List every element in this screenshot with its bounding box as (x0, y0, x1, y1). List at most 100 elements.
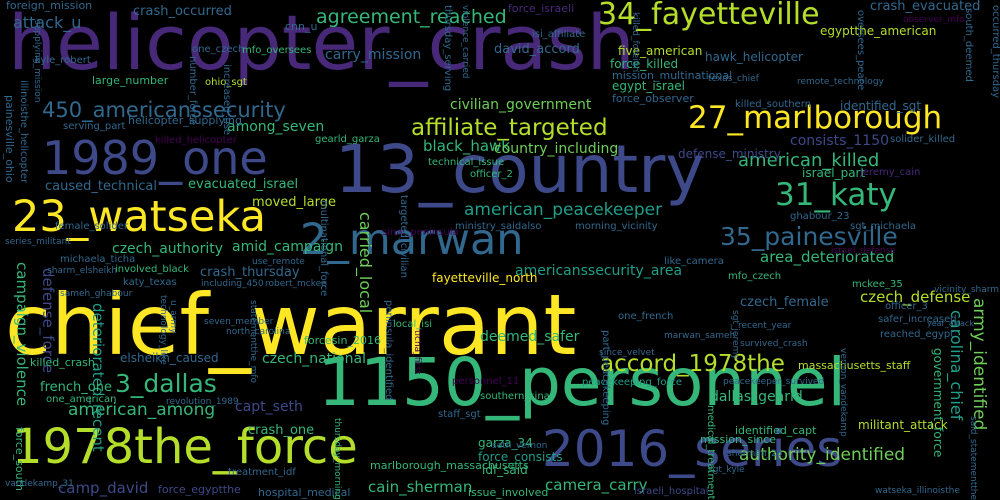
cloud-word: force_observer (612, 92, 694, 105)
cloud-word: crash_one (248, 423, 315, 438)
cloud-word: ghabour_23 (790, 211, 850, 222)
cloud-word: evacuated_israel (188, 177, 299, 192)
cloud-word: 2016_series (542, 420, 843, 478)
cloud-word: americanssecurity_area (515, 263, 683, 279)
cloud-word: czech_authority (112, 241, 224, 257)
cloud-word: revolution_1989 (166, 397, 239, 407)
cloud-word: south_deemed (963, 8, 974, 82)
cloud-word: technology_like (158, 295, 168, 365)
cloud-word: safer_increased (878, 314, 957, 325)
cloud-word: sgt_jeremy (730, 310, 740, 360)
cloud-word: vicinity_sharm (934, 285, 1000, 295)
cloud-word: defense_force (39, 268, 57, 374)
cloud-word: ohio_sgt (205, 77, 247, 88)
cloud-word: increased_use (221, 64, 232, 136)
cloud-word: identified_capt (735, 424, 817, 437)
cloud-word: use_remote (252, 257, 305, 267)
cloud-word: five_american (618, 44, 703, 58)
cloud-word: solider_killed (890, 134, 956, 145)
cloud-word: sharm_elsheikh (47, 266, 118, 276)
cloud-word: david_accord (494, 42, 580, 57)
cloud-word: observer_mfo (903, 15, 965, 25)
cloud-word: year_attack (927, 319, 974, 328)
cloud-word: series_militant (5, 237, 71, 247)
cloud-word: recent_year (738, 321, 792, 331)
cloud-word: army_identified (969, 298, 989, 431)
cloud-word: force_israeli (508, 2, 575, 15)
cloud-word: campaign_violence (13, 262, 31, 407)
cloud-word: 27_marlborough (688, 100, 943, 136)
cloud-word: serving_part (63, 121, 126, 132)
cloud-word: force_consists (478, 450, 563, 464)
cloud-word: consists_1150 (790, 133, 890, 149)
cloud-word: kyle_robert (35, 55, 91, 66)
cloud-word: seth_vernon (492, 441, 548, 451)
cloud-word: 2_marwan (300, 215, 524, 265)
cloud-word: carolina_chief (947, 310, 966, 421)
cloud-word: 450_americanssecurity (42, 98, 286, 122)
cloud-word: large_number (92, 74, 169, 87)
cloud-word: black_hawk (423, 137, 510, 155)
cloud-word: remote_technology (797, 77, 884, 87)
cloud-word: american_among (68, 400, 216, 420)
cloud-word: czech_national (262, 351, 366, 367)
cloud-word: like_camera (664, 256, 724, 267)
cloud-word: treatment_idf (228, 467, 296, 478)
cloud-word: affiliate_targeted (411, 115, 608, 141)
cloud-word: among_seven (227, 119, 325, 135)
cloud-word: helicopter_crash (8, 0, 635, 87)
cloud-word: watseka_illinoisthe (875, 486, 960, 496)
cloud-word: agreement_reached (316, 6, 507, 28)
cloud-word: mfo_oversees (242, 45, 312, 56)
cloud-word: 1150_personnel (318, 344, 846, 421)
cloud-word: hospital_medical (258, 486, 351, 499)
cloud-word: vandekamp_31 (5, 479, 74, 489)
cloud-word: israel_part (802, 166, 866, 180)
cloud-word: 34_fayetteville (598, 0, 820, 32)
cloud-word: sgt_kyle (708, 465, 745, 475)
cloud-word: including_450 (201, 279, 264, 289)
cloud-word: multinational_force (318, 200, 329, 297)
cloud-word: garza_34 (478, 436, 533, 450)
cloud-word: marlborough_massachusetts (370, 459, 529, 472)
cloud-word: since_velvet (599, 348, 655, 358)
cloud-word: american_peacekeeper (464, 200, 663, 220)
cloud-word: crash_evacuated (870, 0, 981, 14)
cloud-word: egyptthe_american (820, 24, 937, 38)
cloud-word: amid_campaign (232, 239, 344, 255)
cloud-word: 31_katy (775, 177, 897, 213)
cloud-word: hawk_helicopter (705, 50, 803, 64)
cloud-word: peacekeeper_survived (723, 377, 825, 387)
cloud-word: 1989_one (42, 131, 268, 185)
cloud-word: 23_watseka (12, 192, 266, 242)
cloud-word: area_deteriorated (760, 248, 895, 266)
cloud-word: occurred_thursday (990, 5, 1000, 99)
cloud-word: 1978the_force (12, 419, 358, 475)
cloud-word: ticha_first (412, 330, 422, 375)
cloud-word: authority_identified (739, 445, 906, 465)
cloud-word: statementthe_mfo (248, 300, 258, 384)
cloud-word: part_peacekeeping (600, 330, 611, 426)
cloud-word: killed_crash (30, 356, 95, 369)
cloud-word: seven_member (204, 317, 274, 327)
cloud-word: said_statementthe (968, 416, 978, 500)
cloud-word: chief_warrant (5, 276, 577, 374)
cloud-word: force_south (13, 427, 26, 491)
cloud-word: one_french (618, 311, 674, 322)
cloud-word: supplying_mission (32, 20, 42, 103)
cloud-word: sherman_23 (727, 449, 783, 459)
cloud-word: deemed_safer (480, 329, 580, 345)
cloud-word: sgt_michaela (850, 221, 917, 232)
cloud-word: u_army (168, 300, 178, 334)
cloud-word: thursday_morning (332, 418, 342, 500)
cloud-word: foreign_mission (6, 0, 93, 12)
cloud-word: czech_defense (860, 288, 971, 306)
cloud-word: israeli_hospital (634, 486, 709, 497)
cloud-word: oversees_peace (855, 10, 866, 91)
cloud-word: ministry_saidalso (455, 221, 542, 232)
cloud-word: one_czech (192, 44, 245, 55)
cloud-word: 35_painesville (720, 222, 898, 251)
cloud-word: forcesin_2016 (304, 334, 381, 347)
cloud-word: defense_ministry (678, 147, 781, 161)
